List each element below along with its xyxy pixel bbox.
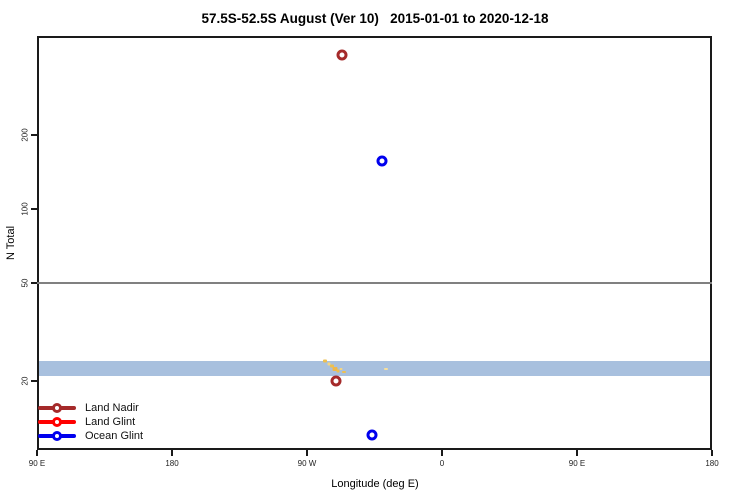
y-tick-label: 50 <box>20 278 30 288</box>
legend-label: Land Nadir <box>85 401 139 414</box>
plot-area <box>37 36 712 450</box>
x-tick <box>576 450 578 456</box>
x-tick <box>171 450 173 456</box>
y-tick-label: 200 <box>20 128 30 142</box>
overlap-mark <box>332 366 338 371</box>
gridline-50 <box>37 281 712 284</box>
legend-circle <box>52 430 62 441</box>
overlap-mark <box>329 364 334 368</box>
data-point-ocean-glint <box>366 429 377 441</box>
overlap-mark <box>341 370 346 373</box>
x-tick-label: 0 <box>439 459 445 468</box>
overlap-mark <box>336 369 340 373</box>
legend-label: Land Glint <box>85 415 136 428</box>
y-axis-title: N Total <box>5 225 17 261</box>
chart-title: 57.5S-52.5S August (Ver 10) 2015-01-01 t… <box>201 11 549 26</box>
x-tick <box>36 450 38 456</box>
y-tick-label: 20 <box>20 376 30 386</box>
ocean-glint-marker-icon <box>38 429 76 442</box>
y-tick <box>31 379 37 382</box>
legend-item-land-glint: Land Glint <box>38 415 143 428</box>
x-tick-label: 90 W <box>297 459 317 468</box>
x-axis-title: Longitude (deg E) <box>331 478 419 490</box>
legend-circle <box>52 416 62 427</box>
x-tick-label: 90 E <box>568 459 586 468</box>
x-tick-label: 180 <box>165 459 179 468</box>
land-nadir-marker-icon <box>38 401 76 414</box>
y-tick <box>31 281 37 284</box>
data-point-land-nadir <box>330 375 341 387</box>
data-point-ocean-glint <box>376 155 388 167</box>
x-tick <box>306 450 308 456</box>
highlight-band <box>39 361 710 376</box>
overlap-mark <box>323 359 327 363</box>
y-tick <box>31 208 37 210</box>
legend-item-ocean-glint: Ocean Glint <box>38 429 143 442</box>
y-tick <box>31 134 37 136</box>
legend-label: Ocean Glint <box>85 429 144 442</box>
legend-item-land-nadir: Land Nadir <box>38 401 143 414</box>
x-tick-label: 180 <box>705 459 719 468</box>
legend: Land Nadir Land Glint Ocean Glint <box>38 401 143 442</box>
y-tick-label: 100 <box>20 202 30 216</box>
x-tick <box>711 450 713 456</box>
overlap-mark <box>383 367 388 370</box>
x-tick-label: 90 E <box>28 459 46 468</box>
legend-circle <box>52 402 62 413</box>
overlap-mark <box>327 362 331 366</box>
land-glint-marker-icon <box>38 415 76 428</box>
overlap-mark <box>339 367 343 370</box>
data-point-land-nadir <box>336 49 347 61</box>
x-tick <box>441 450 443 456</box>
